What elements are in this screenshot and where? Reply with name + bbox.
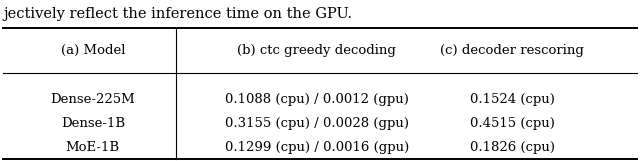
Text: 0.1299 (cpu) / 0.0016 (gpu): 0.1299 (cpu) / 0.0016 (gpu) <box>225 141 409 154</box>
Text: (c) decoder rescoring: (c) decoder rescoring <box>440 44 584 57</box>
Text: (b) ctc greedy decoding: (b) ctc greedy decoding <box>237 44 396 57</box>
Text: 0.3155 (cpu) / 0.0028 (gpu): 0.3155 (cpu) / 0.0028 (gpu) <box>225 117 409 130</box>
Text: Dense-225M: Dense-225M <box>51 93 135 105</box>
Text: 0.1524 (cpu): 0.1524 (cpu) <box>470 93 554 105</box>
Text: 0.1088 (cpu) / 0.0012 (gpu): 0.1088 (cpu) / 0.0012 (gpu) <box>225 93 409 105</box>
Text: Dense-1B: Dense-1B <box>61 117 125 130</box>
Text: 0.4515 (cpu): 0.4515 (cpu) <box>470 117 554 130</box>
Text: (a) Model: (a) Model <box>61 44 125 57</box>
Text: 0.1826 (cpu): 0.1826 (cpu) <box>470 141 554 154</box>
Text: jectively reflect the inference time on the GPU.: jectively reflect the inference time on … <box>3 7 352 21</box>
Text: MoE-1B: MoE-1B <box>66 141 120 154</box>
